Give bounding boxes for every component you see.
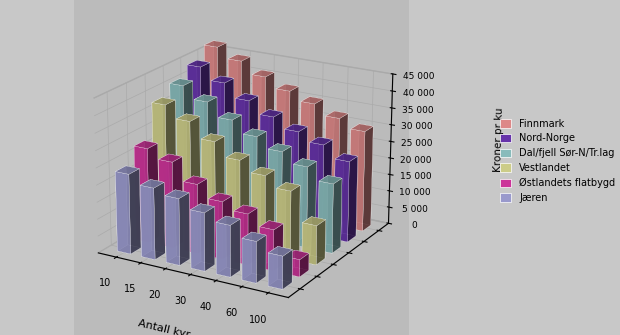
Legend: Finnmark, Nord-Norge, Dal/fjell Sør-N/Tr.lag, Vestlandet, Østlandets flatbygd, J: Finnmark, Nord-Norge, Dal/fjell Sør-N/Tr… [500, 119, 615, 203]
X-axis label: Antall kyr: Antall kyr [136, 318, 190, 335]
